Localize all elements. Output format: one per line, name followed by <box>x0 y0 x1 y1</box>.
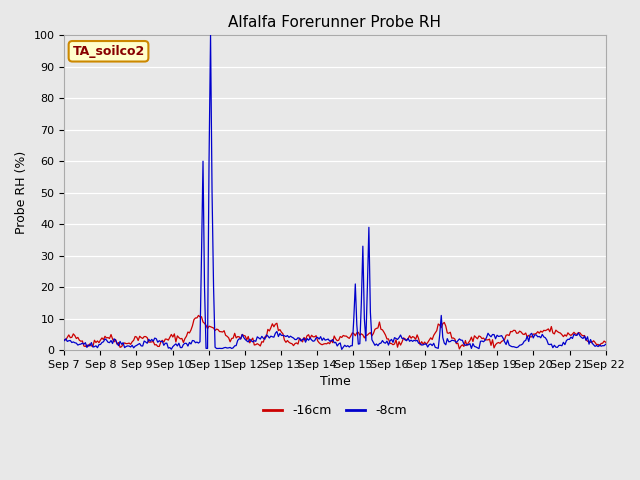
X-axis label: Time: Time <box>319 375 350 388</box>
Text: TA_soilco2: TA_soilco2 <box>72 45 145 58</box>
Legend: -16cm, -8cm: -16cm, -8cm <box>258 399 412 422</box>
Title: Alfalfa Forerunner Probe RH: Alfalfa Forerunner Probe RH <box>228 15 442 30</box>
Y-axis label: Probe RH (%): Probe RH (%) <box>15 151 28 234</box>
